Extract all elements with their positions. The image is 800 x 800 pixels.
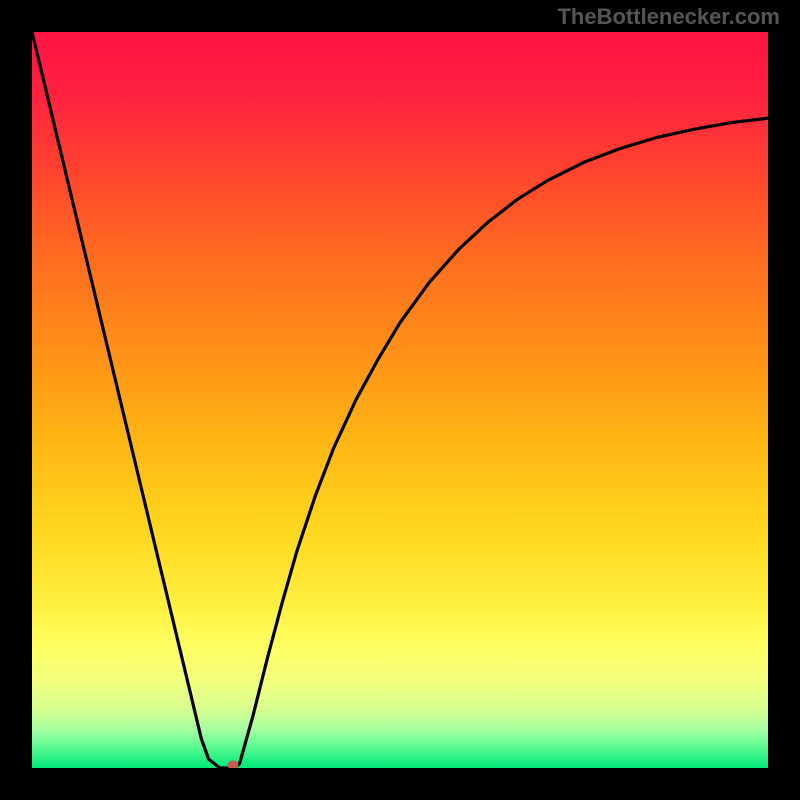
- chart-svg: [32, 32, 768, 768]
- watermark-label: TheBottlenecker.com: [557, 4, 780, 30]
- gradient-background: [32, 32, 768, 768]
- chart-plot-area: [32, 32, 768, 768]
